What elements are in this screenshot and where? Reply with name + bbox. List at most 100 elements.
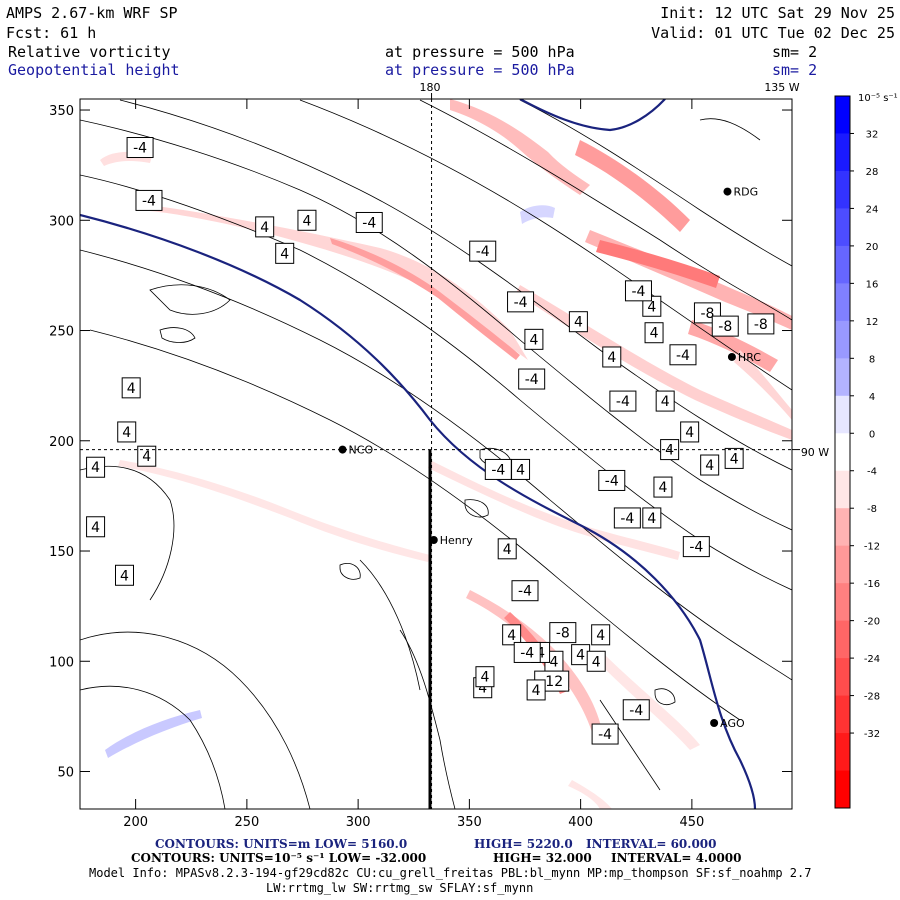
vorticity-label-text: -4 (525, 372, 539, 388)
colorbar-swatch (835, 470, 850, 509)
vorticity-label-text: 4 (507, 628, 516, 644)
positive-vorticity-patch (520, 205, 555, 224)
colorbar-swatch (835, 695, 850, 734)
colorbar-tick-label: 0 (869, 429, 875, 440)
vorticity-label: 4 (524, 328, 544, 350)
colorbar-swatch (835, 733, 850, 772)
colorbar: 32 28 24 20 16 12 8 4 0 -4 -8 -12 -16 -20 -24 -28 -32 (834, 95, 880, 809)
field1-smoothing: sm= 2 (772, 43, 817, 61)
vorticity-label-box (524, 328, 544, 350)
vorticity-label-box (502, 624, 522, 646)
vorticity-label-box (526, 679, 546, 701)
vorticity-label: 4 (497, 538, 517, 560)
colorbar-swatch (835, 170, 850, 209)
y-tick-label: 300 (49, 214, 74, 229)
vorticity-label: 4 (642, 507, 662, 529)
x-tick-label: 200 (123, 815, 148, 830)
vorticity-label: 4 (115, 564, 134, 586)
vorticity-label-text: 4 (647, 511, 656, 527)
vorticity-label-box (355, 211, 383, 233)
vorticity-label: 4 (117, 421, 137, 443)
negative-vorticity-band (450, 99, 590, 195)
colorbar-tick-label: -8 (867, 504, 877, 515)
vorticity-label-box (644, 322, 664, 344)
positive-vorticity-patch (105, 710, 202, 758)
y-tick-label: 350 (49, 104, 74, 119)
station-dot (338, 445, 347, 454)
vorticity-label: 4 (526, 679, 546, 701)
field2-smoothing: sm= 2 (772, 61, 817, 79)
height-contour-5160 (80, 213, 757, 809)
vorticity-label-box (602, 346, 622, 368)
colorbar-swatch (835, 620, 850, 659)
vorticity-label-box (598, 469, 626, 491)
height-contour-5220 (519, 99, 666, 132)
vorticity-label: 4 (475, 666, 495, 688)
vorticity-label-text: -12 (540, 674, 563, 690)
vorticity-label: 4 (571, 644, 591, 666)
vorticity-label: -4 (511, 580, 539, 602)
field1-name: Relative vorticity (8, 43, 171, 61)
vorticity-label-box (86, 516, 106, 538)
negative-vorticity-band (568, 780, 612, 809)
field2-name: Geopotential height (8, 61, 180, 79)
vorticity-label: -4 (591, 723, 619, 745)
vorticity-label-text: 4 (576, 648, 585, 664)
vorticity-label: 4 (653, 476, 673, 498)
model-title: AMPS 2.67-km WRF SP (6, 4, 178, 22)
vorticity-label-box (682, 536, 710, 558)
vorticity-label-box (475, 666, 495, 688)
vorticity-label: 4 (297, 209, 317, 231)
vorticity-label: -4 (518, 368, 546, 390)
vorticity-label-text: 4 (480, 670, 489, 686)
vorticity-label-text: 4 (532, 683, 541, 699)
station-dot (429, 535, 438, 544)
negative-vorticity-core (330, 238, 520, 360)
x-tick-label: 250 (234, 815, 259, 830)
vorticity-label-box (497, 538, 517, 560)
vorticity-label-text: 4 (549, 654, 558, 670)
colorbar-tick-label: 8 (869, 354, 875, 365)
colorbar-swatch (835, 658, 850, 697)
vorticity-label-text: 4 (516, 462, 525, 478)
vorticity-label-box (135, 189, 163, 211)
vorticity-label-text: -4 (491, 462, 505, 478)
vorticity-label: -4 (669, 344, 697, 366)
vorticity-label-text: -4 (629, 703, 643, 719)
vorticity-label-box (624, 280, 652, 302)
colorbar-tick-label: 28 (866, 167, 879, 178)
colorbar-swatch (835, 320, 850, 359)
vorticity-label-text: -4 (616, 394, 630, 410)
vorticity-label-text: -8 (718, 319, 732, 335)
vorticity-label-box (469, 240, 497, 262)
vorticity-label-text: -4 (620, 511, 634, 527)
vorticity-label-box (137, 445, 157, 467)
vorticity-label-text: 4 (665, 443, 674, 459)
vorticity-label: 4 (644, 322, 664, 344)
vorticity-label-text: 4 (705, 458, 714, 474)
vorticity-label-box (549, 622, 577, 644)
station-dot (723, 187, 732, 196)
station-nco: NCO (338, 444, 373, 457)
station-dot (727, 352, 736, 361)
vorticity-label-box (669, 344, 697, 366)
vorticity-label-text: -4 (142, 193, 156, 209)
plot-border (79, 98, 793, 810)
vorticity-label-box (513, 641, 541, 663)
vorticity-label: -4 (624, 280, 652, 302)
vorticity-label-text: 4 (574, 315, 583, 331)
negative-vorticity-band (575, 140, 690, 232)
vorticity-label: -4 (507, 291, 535, 313)
negative-vorticity-band (428, 460, 680, 560)
x-tick-label: 300 (346, 815, 371, 830)
vorticity-label-box (653, 476, 673, 498)
geopotential-height-contours (80, 99, 757, 809)
vorticity-label-text: 4 (302, 213, 311, 229)
vorticity-label-box (568, 311, 588, 333)
vorticity-label-text: 4 (650, 326, 659, 342)
station-label: AGO (720, 717, 745, 730)
station-label: HRC (738, 351, 761, 364)
